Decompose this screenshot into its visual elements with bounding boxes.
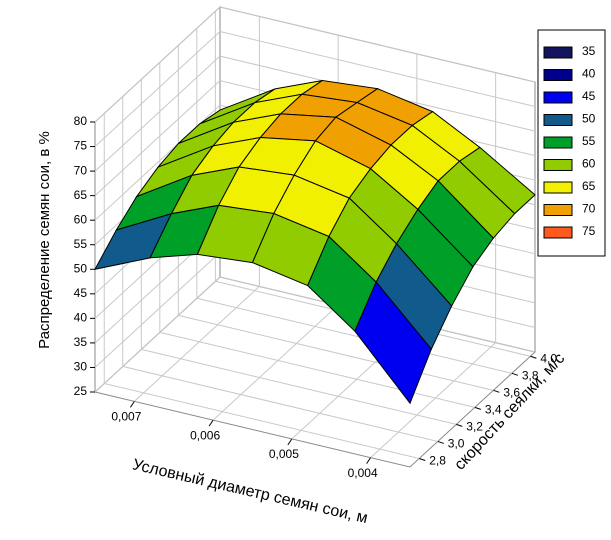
grid-line: [94, 55, 221, 172]
legend-swatch: [543, 114, 573, 126]
legend-label: 70: [582, 202, 596, 216]
grid-line: [94, 31, 221, 147]
legend: 35 40 45 50 55 60 65 70 75: [537, 29, 606, 257]
legend-swatch: [543, 91, 573, 104]
z-tick-label: 50: [74, 261, 88, 275]
tick-mark: [530, 355, 537, 359]
y-tick-label: 3,0: [448, 437, 465, 451]
tick-mark: [208, 419, 214, 427]
z-tick-label: 35: [74, 335, 88, 349]
grid-line: [219, 31, 536, 108]
grid-line: [178, 314, 494, 391]
labels: 0,007 0,006 0,005 0,004 2,83,03,23,43,63,84,…: [74, 114, 558, 480]
tick-mark: [287, 438, 293, 446]
x-tick-label: 0,007: [111, 410, 141, 424]
legend-label: 35: [582, 44, 596, 58]
legend-swatch: [543, 159, 573, 171]
z-tick-label: 65: [74, 188, 88, 202]
grid-line: [94, 276, 221, 393]
y-tick-label: 3,4: [485, 403, 502, 417]
z-axis-label: Распределение семян сои, в %: [36, 131, 53, 349]
grid-line: [94, 80, 221, 197]
y-tick-label: 4,0: [540, 351, 557, 365]
y-tick-label: 3,6: [503, 386, 520, 400]
surface-patch: [354, 281, 432, 405]
x-tick-label: 0,006: [190, 428, 220, 442]
grid-line: [141, 348, 457, 425]
legend-label: 40: [582, 67, 596, 81]
legend-label: 60: [582, 157, 596, 171]
y-tick-label: 3,8: [522, 368, 539, 382]
x-tick-label: 0,004: [348, 466, 378, 480]
grid-line: [104, 382, 420, 459]
legend-swatch: [543, 69, 573, 81]
tick-mark: [474, 406, 481, 410]
z-tick-label: 70: [74, 163, 88, 177]
legend-label: 45: [582, 89, 596, 103]
tick-mark: [366, 457, 372, 464]
y-tick-label: 2,8: [429, 454, 446, 468]
grid-line: [219, 6, 536, 83]
grid-line: [196, 297, 512, 374]
legend-label: 55: [582, 134, 596, 148]
tick-mark: [129, 401, 135, 408]
legend-swatch: [543, 136, 573, 149]
grid-line: [134, 286, 260, 402]
surface: [94, 79, 536, 405]
tick-mark: [419, 458, 426, 461]
legend-label: 75: [582, 224, 596, 238]
grid-line: [122, 365, 438, 442]
x-tick-label: 0,005: [269, 447, 299, 461]
tick-mark: [493, 389, 500, 393]
z-tick-label: 25: [74, 384, 88, 398]
legend-swatch: [543, 204, 573, 216]
y-tick-label: 3,2: [466, 420, 483, 434]
z-tick-label: 60: [74, 212, 88, 226]
legend-label: 65: [582, 179, 596, 193]
z-tick-label: 45: [74, 286, 88, 300]
legend-swatch: [543, 181, 573, 194]
z-tick-label: 30: [74, 360, 88, 374]
grid-line: [212, 304, 339, 421]
z-tick-label: 75: [74, 139, 88, 153]
legend-swatch: [543, 46, 573, 59]
z-tick-label: 80: [74, 114, 88, 128]
grid-line: [94, 252, 221, 368]
tick-mark: [437, 440, 444, 444]
legend-swatch: [543, 226, 573, 239]
z-tick-label: 40: [74, 311, 88, 325]
grid-line: [94, 6, 221, 123]
grid-line: [370, 342, 496, 458]
legend-label: 50: [582, 112, 596, 126]
z-tick-label: 55: [74, 237, 88, 251]
grid-line: [159, 331, 475, 408]
tick-mark: [511, 372, 519, 376]
tick-mark: [456, 423, 463, 427]
